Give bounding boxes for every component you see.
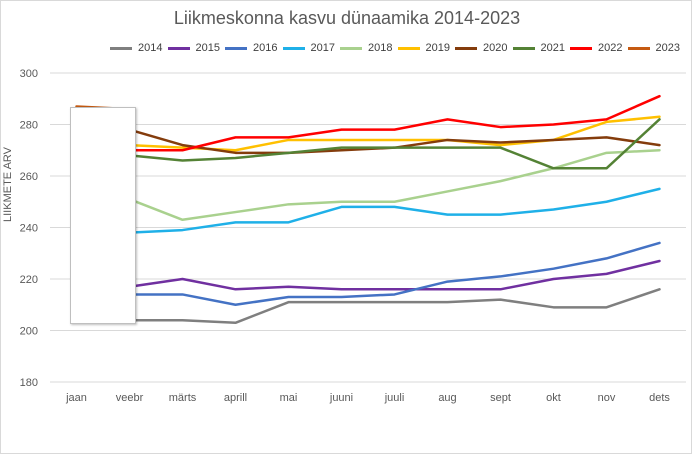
legend-item-2017: 2017: [282, 42, 335, 54]
legend-item-2022: 2022: [570, 42, 622, 54]
legend-swatch: [397, 46, 420, 50]
legend-swatch: [512, 46, 535, 50]
legend-item-2021: 2021: [512, 42, 565, 54]
legend-label: 2015: [195, 42, 220, 54]
legend-label: 2019: [425, 42, 450, 54]
x-tick-label: märts: [169, 392, 197, 404]
legend-item-2014: 2014: [110, 42, 162, 54]
series-line-2014: [75, 288, 661, 325]
y-tick-label: 260: [20, 171, 38, 183]
x-tick-label: aug: [438, 392, 456, 404]
series-line-2021: [75, 118, 661, 170]
chart-title: Liikmeskonna kasvu dünaamika 2014-2023: [173, 8, 521, 28]
legend-label: 2021: [540, 42, 565, 54]
x-tick-label: aprill: [224, 392, 247, 404]
legend-swatch: [225, 46, 247, 50]
x-tick-label: okt: [546, 392, 561, 404]
legend-swatch: [282, 46, 305, 50]
legend-swatch: [570, 46, 592, 50]
legend-item-2015: 2015: [167, 42, 220, 54]
legend-item-2020: 2020: [455, 42, 507, 54]
legend-label: 2023: [655, 42, 680, 54]
x-tick-label: nov: [598, 392, 616, 404]
series-line-2018: [75, 149, 661, 222]
y-tick-label: 240: [20, 223, 38, 235]
legend-item-2018: 2018: [340, 42, 392, 54]
legend-swatch: [627, 46, 650, 50]
y-tick-label: 220: [20, 274, 38, 286]
x-tick-label: jaan: [65, 392, 87, 404]
legend-item-2023: 2023: [627, 42, 680, 54]
series-line-2017: [75, 187, 661, 237]
series-line-2022: [75, 94, 661, 152]
x-tick-label: juuli: [384, 392, 405, 404]
series-line-2020: [75, 128, 661, 155]
overlay-popup[interactable]: [70, 107, 136, 324]
series-line-2019: [75, 115, 661, 152]
series-line-2015: [75, 259, 661, 291]
x-tick-label: juuni: [329, 392, 353, 404]
legend-label: 2017: [310, 42, 335, 54]
legend-swatch: [340, 46, 362, 50]
y-tick-label: 280: [20, 120, 38, 132]
legend-label: 2020: [483, 42, 508, 54]
legend-label: 2014: [138, 42, 163, 54]
x-tick-label: veebr: [116, 392, 144, 404]
y-tick-label: 300: [20, 68, 38, 80]
legend-swatch: [455, 46, 477, 50]
legend-label: 2018: [368, 42, 393, 54]
legend-swatch: [110, 46, 132, 50]
y-tick-label: 180: [20, 377, 38, 389]
legend-swatch: [167, 46, 190, 50]
legend-item-2019: 2019: [397, 42, 450, 54]
x-tick-label: sept: [490, 392, 511, 404]
legend-item-2016: 2016: [225, 42, 277, 54]
chart-legend: 2014 2015 2016 2017 2018 2019 2020 2021 2022 2023: [110, 42, 694, 58]
y-tick-label: 200: [20, 326, 38, 338]
legend-label: 2022: [598, 42, 623, 54]
x-tick-label: mai: [280, 392, 298, 404]
series-line-2016: [75, 241, 661, 306]
x-tick-label: dets: [649, 392, 670, 404]
legend-label: 2016: [253, 42, 278, 54]
